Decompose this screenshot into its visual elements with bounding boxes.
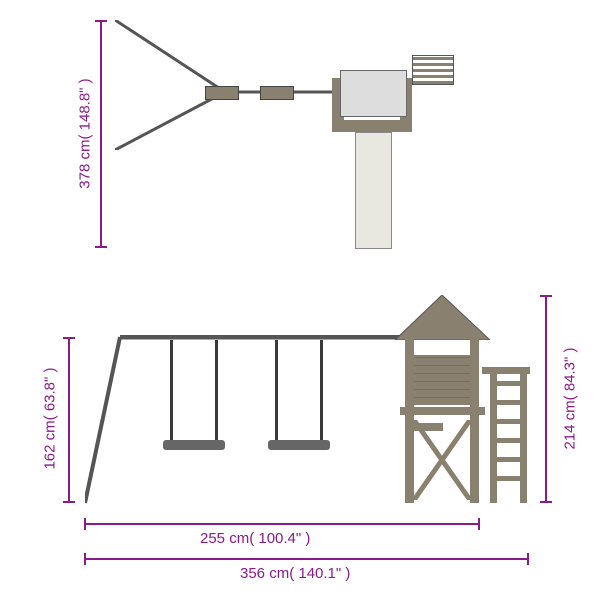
tower-platform (400, 407, 485, 415)
ladder-rungs (497, 380, 520, 495)
top-view-container: 378 cm( 148.8" ) (0, 0, 600, 280)
dim-label-162: 162 cm( 63.8" ) (42, 349, 59, 489)
top-tower-bottom (332, 120, 412, 132)
tower-post-left (405, 338, 414, 503)
top-swing-seat-1 (205, 86, 239, 100)
dim-tick-214b (540, 501, 552, 503)
dim-tick-top-h2 (95, 246, 107, 248)
dim-label-255: 255 cm( 100.4" ) (200, 530, 310, 547)
dim-tick-356a (84, 553, 86, 565)
swing-rope-2a (275, 340, 278, 440)
top-slide (355, 132, 392, 249)
dim-label-356: 356 cm( 140.1" ) (240, 565, 350, 582)
dim-tick-top-h1 (95, 20, 107, 22)
front-swing-frame (85, 335, 425, 505)
dim-line-356 (84, 558, 529, 560)
ladder-rail-1 (490, 370, 497, 503)
tower-post-right (470, 338, 479, 503)
top-ladder (412, 55, 454, 85)
swing-rope-2b (320, 340, 323, 440)
swing-rope-1a (170, 340, 173, 440)
dim-line-162 (68, 337, 70, 503)
dim-line-top-height (100, 20, 102, 248)
dim-tick-255b (478, 518, 480, 530)
top-tower-roof (340, 70, 407, 117)
tower-ledge (408, 423, 443, 431)
top-view-swing-frame (115, 20, 335, 150)
tower-roof (395, 295, 490, 340)
dim-tick-356b (527, 553, 529, 565)
swing-seat-1 (163, 440, 225, 450)
front-view-container: 162 cm( 63.8" ) 214 cm( 84.3" ) 255 cm( … (0, 295, 600, 600)
tower-cross (414, 420, 470, 500)
dim-tick-162b (63, 501, 75, 503)
dim-tick-214a (540, 295, 552, 297)
dim-label-top-height: 378 cm( 148.8" ) (77, 69, 94, 199)
swing-seat-2 (268, 440, 330, 450)
dim-tick-255a (84, 518, 86, 530)
dim-line-255 (84, 523, 480, 525)
ladder-top-rail (482, 367, 530, 374)
top-swing-seat-2 (260, 86, 294, 100)
ladder-rail-2 (520, 370, 527, 503)
tower-upper-panel (414, 355, 470, 405)
dim-tick-162a (63, 337, 75, 339)
swing-rope-1b (215, 340, 218, 440)
dim-line-214 (545, 295, 547, 503)
dim-label-214: 214 cm( 84.3" ) (562, 329, 579, 469)
